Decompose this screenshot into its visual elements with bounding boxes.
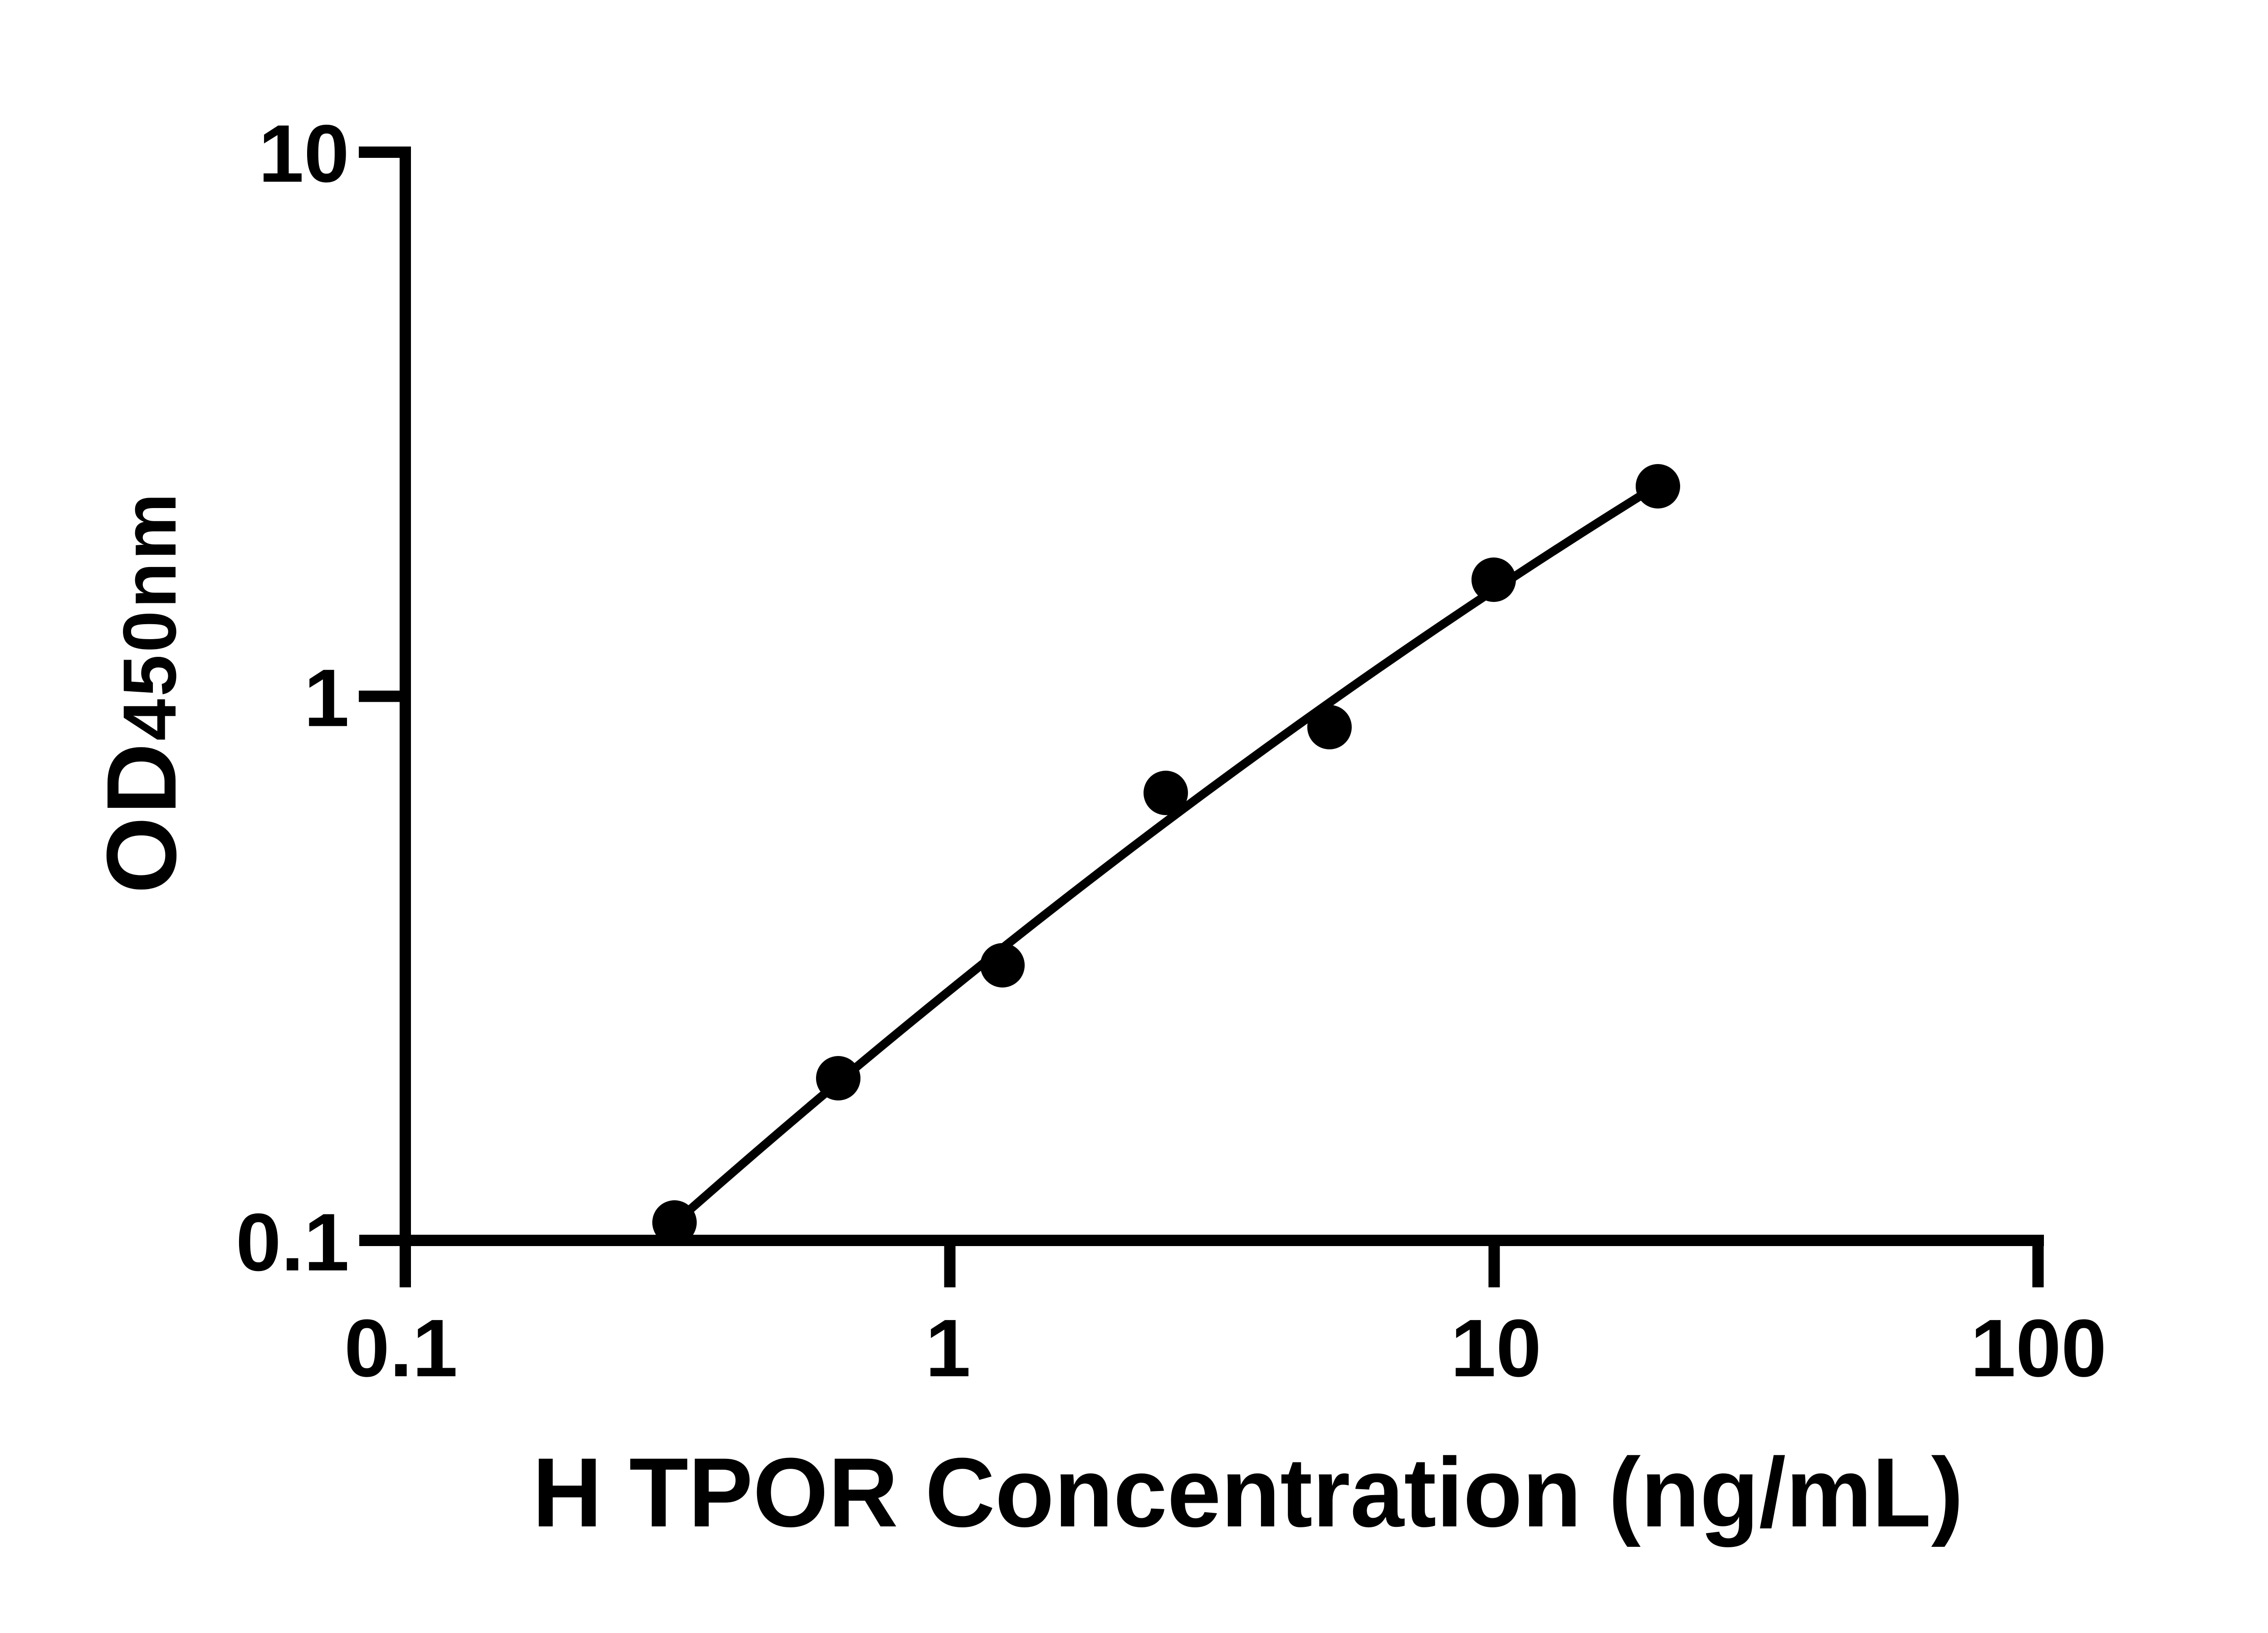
svg-text:0.1: 0.1 <box>344 1303 458 1394</box>
svg-text:OD450nm: OD450nm <box>87 491 197 894</box>
svg-text:H TPOR Concentration (ng/mL): H TPOR Concentration (ng/mL) <box>533 1437 1964 1547</box>
svg-text:1: 1 <box>925 1303 971 1394</box>
svg-text:0.1: 0.1 <box>236 1197 349 1288</box>
svg-text:10: 10 <box>1451 1303 1541 1394</box>
svg-text:100: 100 <box>1970 1303 2107 1394</box>
svg-text:10: 10 <box>259 108 349 200</box>
svg-text:1: 1 <box>304 653 349 744</box>
